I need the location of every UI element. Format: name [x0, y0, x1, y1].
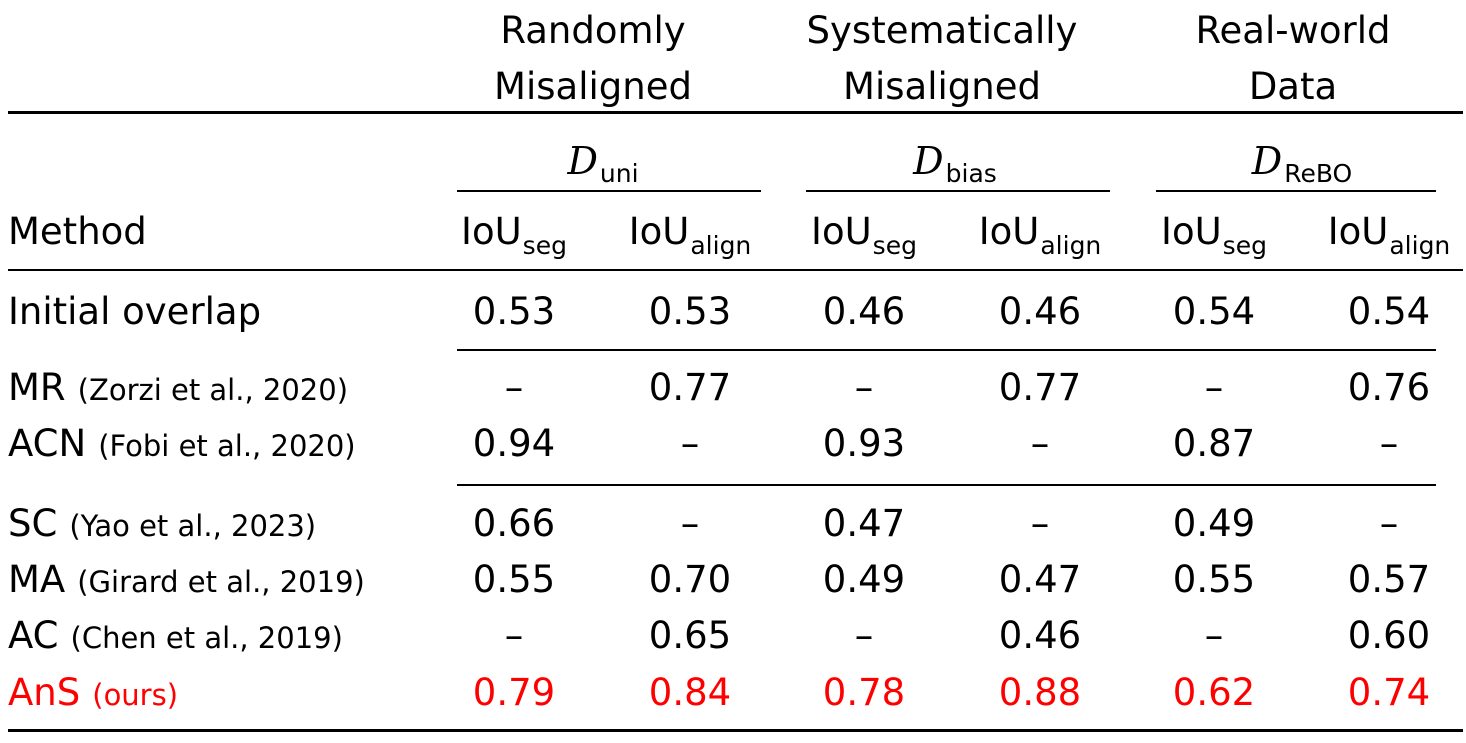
- value-cell: 0.49: [1172, 502, 1256, 545]
- value-cell: –: [504, 366, 524, 409]
- method-name: AnS: [8, 671, 81, 714]
- group-header-realworld-line2: Data: [1248, 65, 1338, 108]
- method-name: Initial overlap: [8, 290, 262, 333]
- method-cell: AC (Chen et al., 2019): [8, 617, 343, 654]
- value-cell: –: [680, 502, 700, 545]
- value-cell: –: [1030, 502, 1050, 545]
- value-cell: –: [854, 366, 874, 409]
- method-cell: SC (Yao et al., 2023): [8, 505, 316, 542]
- value-cell: 0.84: [648, 671, 732, 714]
- value-cell: 0.94: [472, 422, 556, 465]
- method-cell: AnS (ours): [8, 674, 178, 711]
- metric-header-seg-uni: IoUseg: [461, 210, 567, 260]
- value-cell: 0.53: [472, 290, 556, 333]
- dataset-header-rebo: DReBO: [1251, 139, 1353, 188]
- value-cell: 0.47: [822, 502, 906, 545]
- metric-header-align-uni: IoUalign: [628, 210, 752, 260]
- value-cell: 0.62: [1172, 671, 1256, 714]
- method-name: SC: [8, 502, 58, 545]
- method-citation: (Zorzi et al., 2020): [77, 373, 349, 407]
- value-cell: 0.46: [822, 290, 906, 333]
- method-name: ACN: [8, 422, 87, 465]
- value-cell: 0.46: [998, 614, 1082, 657]
- value-cell: 0.87: [1172, 422, 1256, 465]
- value-cell: 0.74: [1347, 671, 1431, 714]
- group-header-systematic-line1: Systematically: [806, 9, 1078, 52]
- value-cell: –: [1030, 422, 1050, 465]
- value-cell: 0.49: [822, 558, 906, 601]
- cmidrule-bias: [806, 190, 1110, 192]
- group-header-realworld-line1: Real-world: [1195, 9, 1391, 52]
- value-cell: –: [1379, 502, 1399, 545]
- metric-header-seg-rebo: IoUseg: [1161, 210, 1267, 260]
- value-cell: 0.93: [822, 422, 906, 465]
- metric-header-align-rebo: IoUalign: [1327, 210, 1451, 260]
- value-cell: 0.79: [472, 671, 556, 714]
- method-citation: (Chen et al., 2019): [70, 621, 343, 655]
- value-cell: 0.76: [1347, 366, 1431, 409]
- method-citation: (Yao et al., 2023): [69, 509, 317, 543]
- group-header-systematic-line2: Misaligned: [843, 65, 1041, 108]
- value-cell: 0.47: [998, 558, 1082, 601]
- mid-rule: [8, 269, 1463, 271]
- method-column-header: Method: [8, 210, 147, 253]
- cmidrule-uni: [457, 190, 761, 192]
- value-cell: 0.77: [998, 366, 1082, 409]
- top-rule: [8, 111, 1463, 114]
- value-cell: 0.70: [648, 558, 732, 601]
- method-citation: (ours): [92, 678, 179, 712]
- metric-header-align-bias: IoUalign: [978, 210, 1102, 260]
- value-cell: –: [1204, 366, 1224, 409]
- value-cell: –: [1204, 614, 1224, 657]
- bottom-rule: [8, 729, 1463, 732]
- method-citation: (Fobi et al., 2020): [98, 429, 356, 463]
- dataset-header-bias: Dbias: [913, 139, 997, 188]
- section-rule-1: [457, 349, 1436, 351]
- value-cell: 0.55: [1172, 558, 1256, 601]
- value-cell: –: [854, 614, 874, 657]
- cmidrule-rebo: [1156, 190, 1436, 192]
- group-header-random-line1: Randomly: [500, 9, 686, 52]
- method-cell: ACN (Fobi et al., 2020): [8, 425, 356, 462]
- value-cell: 0.77: [648, 366, 732, 409]
- value-cell: 0.54: [1172, 290, 1256, 333]
- value-cell: 0.55: [472, 558, 556, 601]
- value-cell: 0.66: [472, 502, 556, 545]
- value-cell: 0.54: [1347, 290, 1431, 333]
- section-rule-2: [457, 484, 1436, 486]
- value-cell: 0.46: [998, 290, 1082, 333]
- method-cell: Initial overlap: [8, 293, 261, 330]
- value-cell: 0.78: [822, 671, 906, 714]
- value-cell: –: [680, 422, 700, 465]
- method-citation: (Girard et al., 2019): [77, 565, 365, 599]
- value-cell: –: [1379, 422, 1399, 465]
- group-header-random-line2: Misaligned: [494, 65, 692, 108]
- value-cell: –: [504, 614, 524, 657]
- value-cell: 0.60: [1347, 614, 1431, 657]
- value-cell: 0.88: [998, 671, 1082, 714]
- method-name: AC: [8, 614, 59, 657]
- method-cell: MA (Girard et al., 2019): [8, 561, 365, 598]
- metric-header-seg-bias: IoUseg: [811, 210, 917, 260]
- value-cell: 0.53: [648, 290, 732, 333]
- method-name: MA: [8, 558, 66, 601]
- value-cell: 0.65: [648, 614, 732, 657]
- value-cell: 0.57: [1347, 558, 1431, 601]
- dataset-header-uni: Duni: [567, 139, 639, 188]
- method-name: MR: [8, 366, 66, 409]
- method-cell: MR (Zorzi et al., 2020): [8, 369, 348, 406]
